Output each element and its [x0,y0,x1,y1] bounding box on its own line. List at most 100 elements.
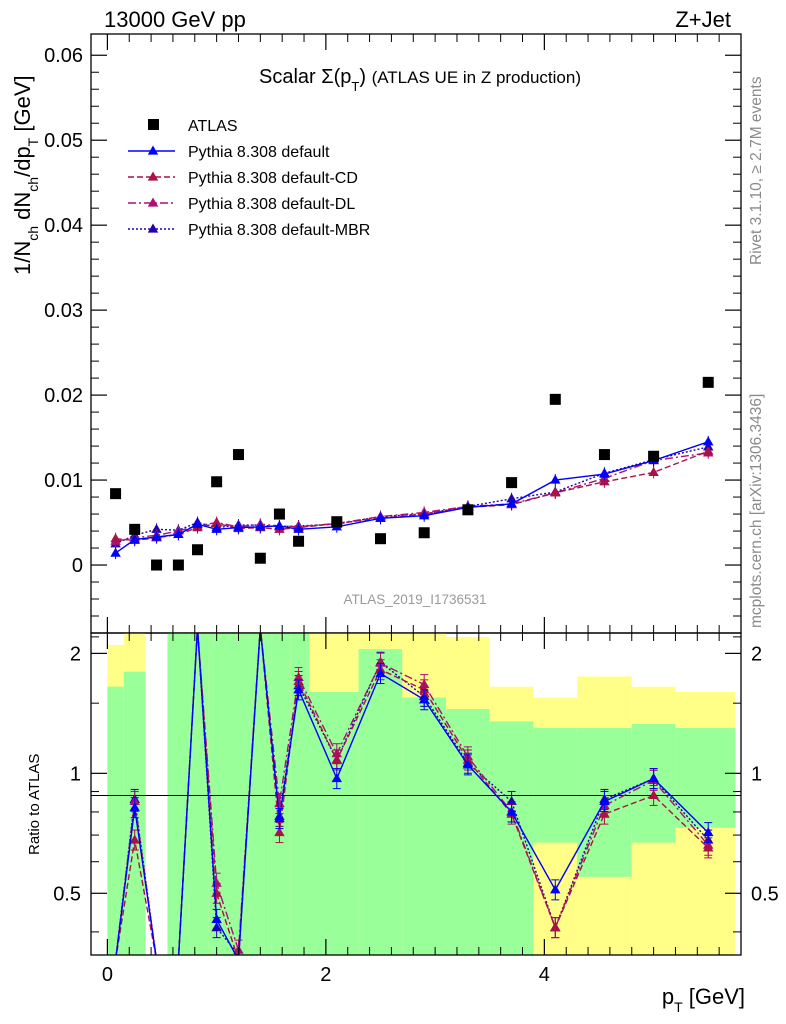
atlas-point [211,476,223,488]
ratio-point [418,694,430,704]
chart-title: Scalar Σ(pT) (ATLAS UE in Z production) [259,66,581,94]
ratio-tick-label-left: 0.5 [53,883,81,905]
atlas-point [598,449,610,461]
process-label: Z+Jet [675,7,731,32]
ratio-point [599,795,610,806]
y-tick-label: 0.06 [44,45,83,67]
series-point [418,510,430,520]
legend-label: Pythia 8.308 default-DL [188,196,355,213]
ratio-band-green [271,633,291,955]
ratio-bands [107,633,736,955]
series-point [211,523,222,533]
y-tick-label: 0.03 [44,300,83,322]
ratio-point [331,754,343,764]
atlas-point [293,535,305,547]
atlas-point [172,559,184,571]
ratio-tick-label-right: 1 [751,763,762,785]
series-point [550,487,561,497]
series-point [151,531,162,541]
ratio-point [550,922,561,932]
y-tick-label: 0.04 [44,215,83,237]
atlas-point [462,504,474,516]
legend-label: Pythia 8.308 default-CD [188,170,358,187]
ratio-point [506,795,517,806]
series-point [255,521,266,531]
analysis-id: ATLAS_2019_I1736531 [343,592,486,607]
ratio-point [274,827,285,837]
ratio-point [129,834,140,844]
ratio-panel: 0 2 4 0.5 0.5 1 1 2 2 [53,632,779,986]
ratio-band-green [249,633,272,955]
y-tick-label: 0.05 [44,130,83,152]
x-axis-label: pT [GeV] [662,984,745,1015]
series-point [506,498,517,508]
main-data-layer [110,376,714,571]
atlas-point [702,376,714,388]
series-point [648,466,659,476]
series-point [375,512,386,522]
ratio-point [550,884,561,894]
series-point [129,534,140,544]
ratio-point [129,802,140,812]
ratio-point [293,684,304,694]
series-point [173,528,184,539]
series-point [274,520,285,530]
series-point [599,468,610,478]
ratio-point [274,813,285,823]
y-tick-label: 0.01 [44,470,83,492]
ratio-point [418,684,430,694]
ratio-tick-label-left: 2 [70,643,81,665]
y-axis-label: 1/Nch dNch/dpT [GeV] [10,75,41,275]
main-axes: 0 0.01 0.02 0.03 0.04 0.05 0.06 [44,34,741,633]
legend-atlas-marker [148,119,159,130]
y-tick-label: 0.02 [44,385,83,407]
series-line [115,446,709,545]
ratio-band-green [167,633,190,955]
series-line [115,450,709,542]
ratio-point [648,773,659,783]
legend-label: Pythia 8.308 default [188,144,330,161]
ratio-band-green [358,649,403,955]
ratio-y-axis-label: Ratio to ATLAS [26,754,43,855]
rivet-label: Rivet 3.1.10, ≥ 2.7M events [748,76,765,265]
series-point [110,533,121,543]
ratio-point [375,668,386,678]
atlas-point [192,544,204,556]
ratio-point [211,887,222,897]
ratio-band-green [533,727,578,843]
atlas-point [110,488,122,500]
ratio-point [599,808,610,818]
ratio-point [703,827,714,837]
ratio-frame [90,632,742,956]
y-tick-label: 0 [72,555,83,577]
legend: ATLAS Pythia 8.308 default Pythia 8.308 de… [128,118,370,239]
ratio-band-green [402,697,447,955]
ratio-point [211,913,222,923]
legend-label: Pythia 8.308 default-MBR [188,222,370,239]
legend-marker [147,223,159,233]
series-point [151,523,162,533]
ratio-band-green [290,633,310,955]
legend-atlas-label: ATLAS [188,118,238,135]
main-panel: 0 0.01 0.02 0.03 0.04 0.05 0.06 [44,33,742,634]
atlas-point [151,559,163,571]
ratio-tick-label-left: 1 [70,763,81,785]
ratio-tick-label-right: 0.5 [751,883,779,905]
series-line [115,452,709,542]
atlas-point [273,508,285,520]
ratio-band-green [227,633,250,955]
atlas-point [232,449,244,461]
x-tick-label: 4 [539,964,550,986]
ratio-band-green [675,727,736,828]
atlas-point [648,450,660,462]
series-point [703,436,714,446]
legend-marker [147,197,159,207]
series-point [550,474,561,484]
ratio-band-green [309,691,359,955]
ratio-band-green [489,721,534,955]
legend-marker [147,145,159,155]
ratio-point [506,806,517,816]
atlas-point [549,393,561,405]
series-point [192,518,203,528]
